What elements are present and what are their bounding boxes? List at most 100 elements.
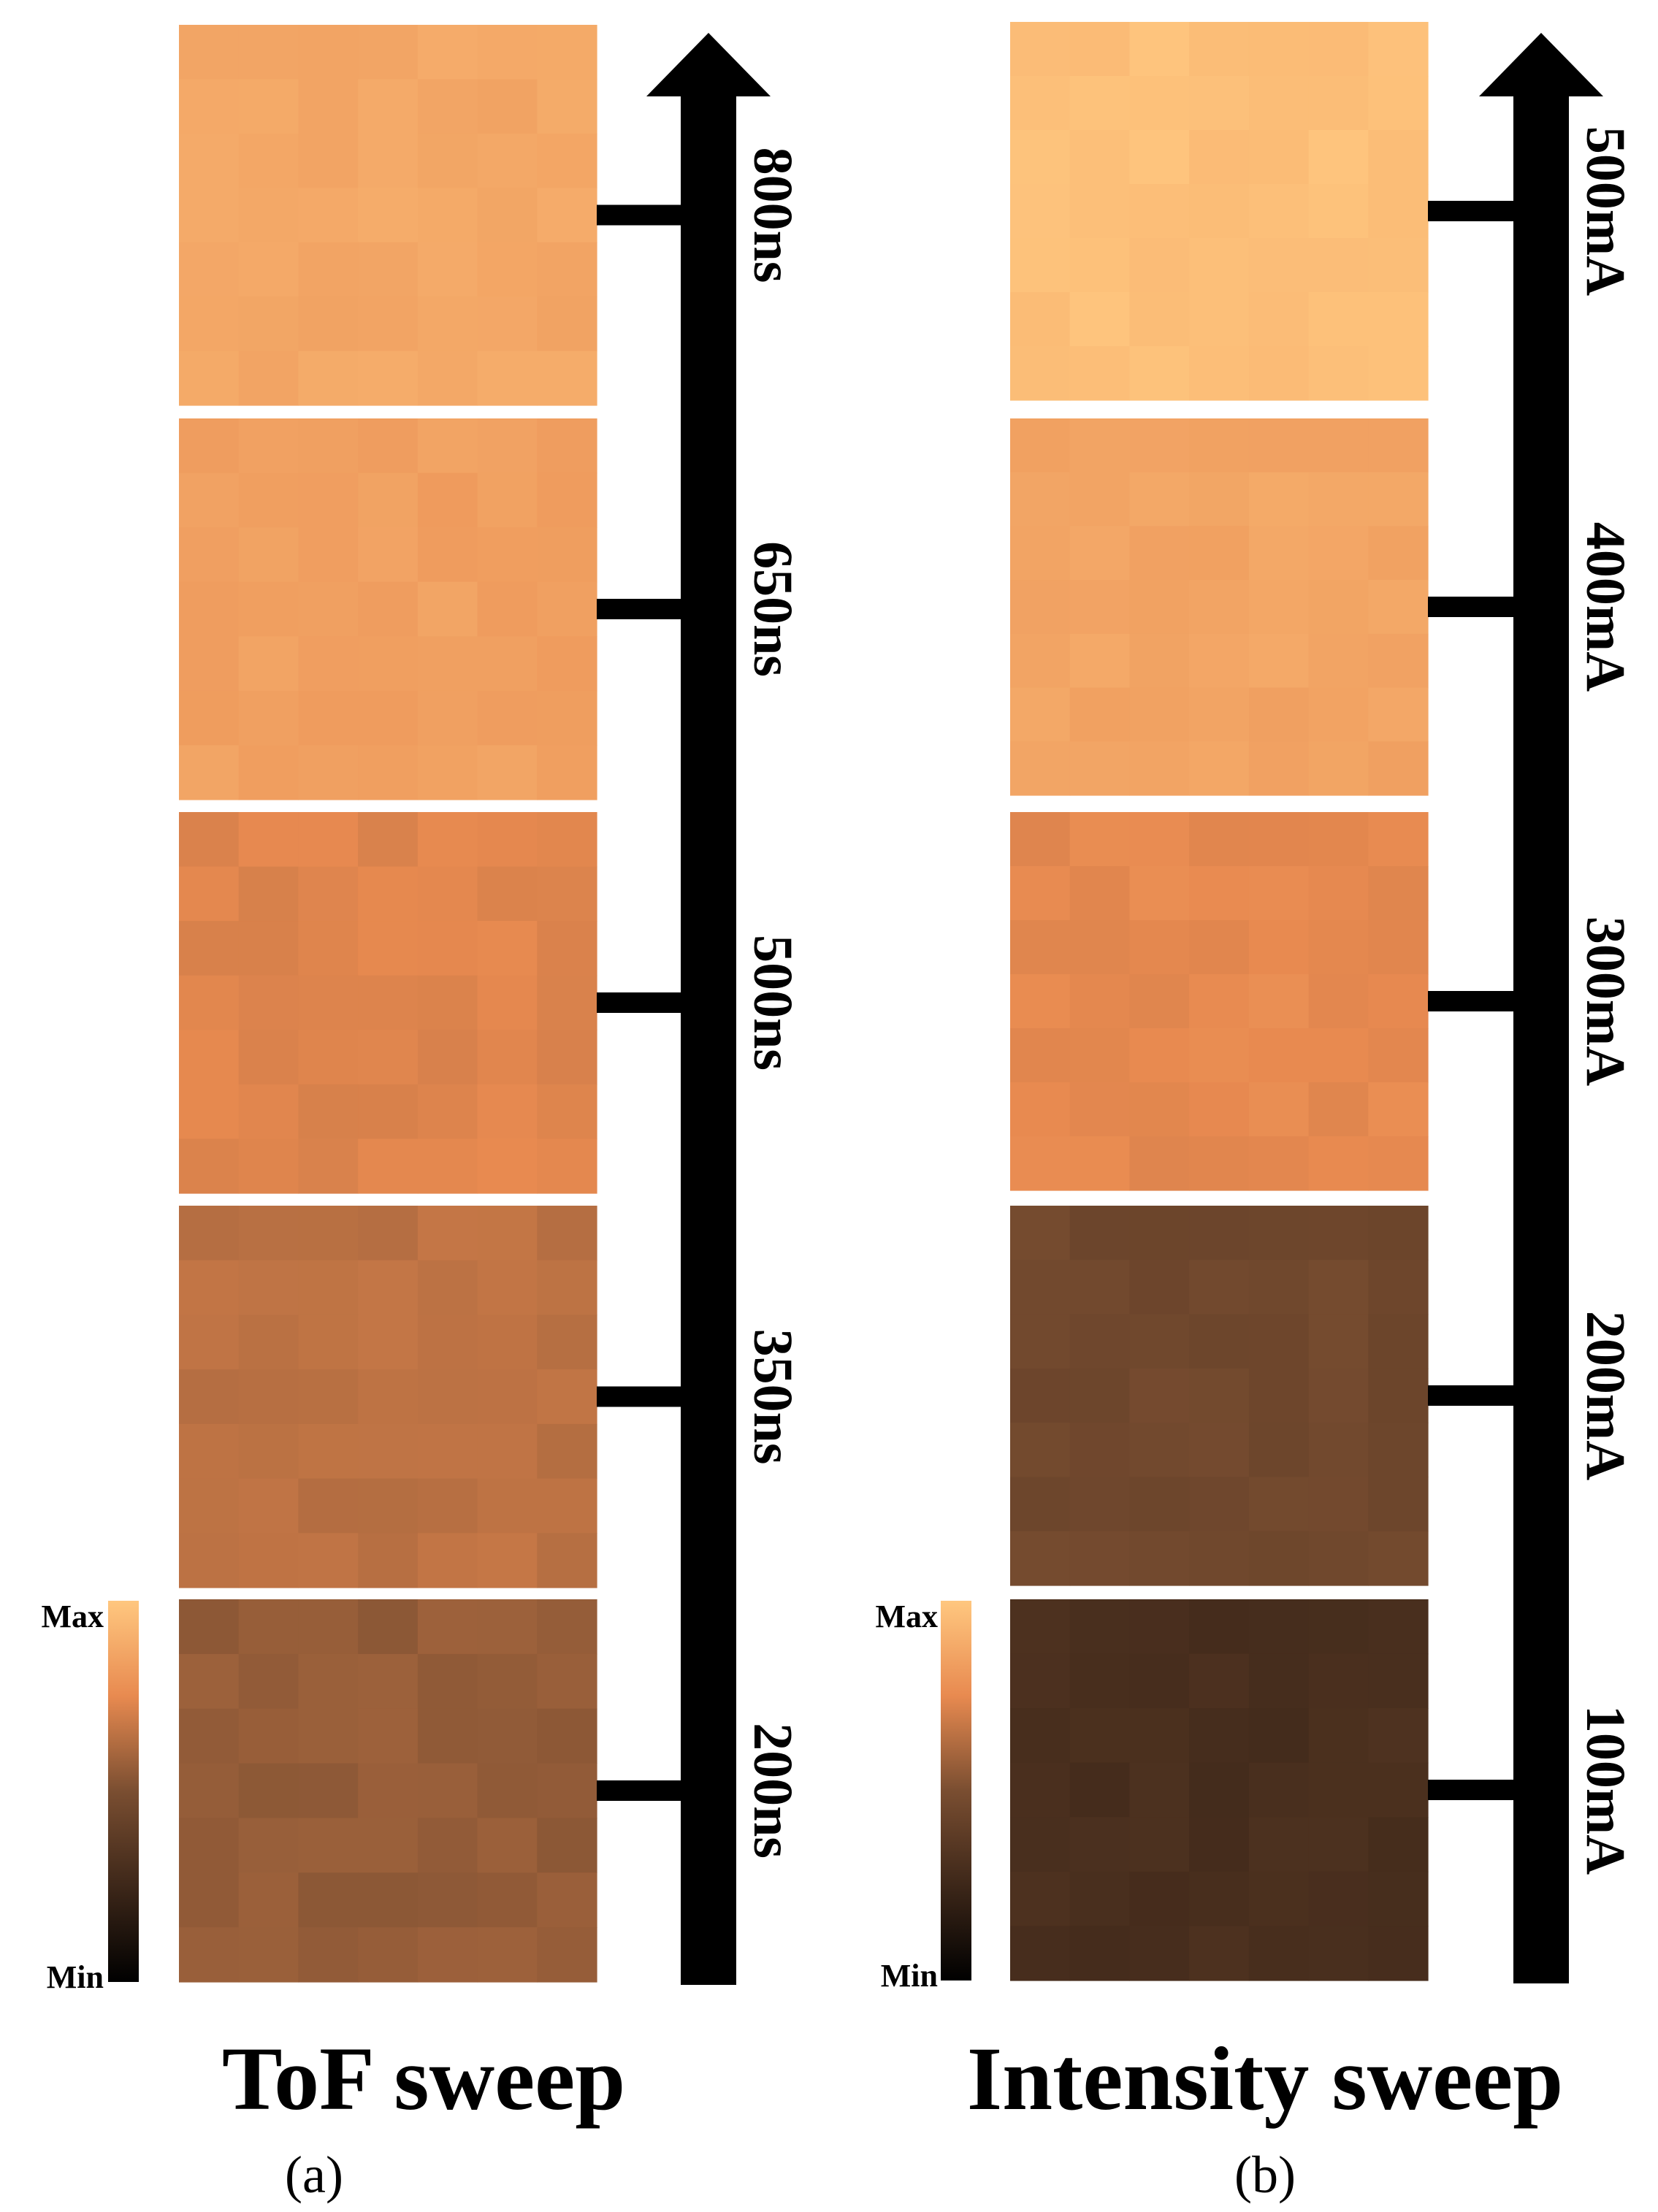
heatmap-cell xyxy=(179,1314,240,1370)
heatmap-cell xyxy=(238,351,299,406)
heatmap-cell xyxy=(417,418,478,474)
heatmap-cell xyxy=(1308,346,1369,401)
heatmap-cell xyxy=(1368,76,1429,131)
heatmap-cell xyxy=(179,1260,240,1315)
heatmap-cell xyxy=(1368,1423,1429,1477)
heatmap-cell xyxy=(417,690,478,746)
heatmap-cell xyxy=(1069,1260,1130,1315)
heatmap-cell xyxy=(298,1260,359,1315)
heatmap-cell xyxy=(1129,1136,1190,1191)
heatmap-cell xyxy=(179,1423,240,1480)
heatmap-cell xyxy=(358,1763,419,1819)
heatmap-cell xyxy=(1010,1136,1071,1191)
heatmap-cell xyxy=(477,1599,538,1655)
heatmap-cell xyxy=(179,527,240,583)
heatmap-cell xyxy=(179,25,240,80)
heatmap-cell xyxy=(477,79,538,134)
heatmap-cell xyxy=(1069,1314,1130,1369)
heatmap-cell xyxy=(298,1708,359,1764)
heatmap-cell xyxy=(1308,184,1369,239)
heatmap-cell xyxy=(1129,1260,1190,1315)
heatmap-cell xyxy=(417,1599,478,1655)
heatmap-tile-tof-650ns xyxy=(179,418,597,800)
heatmap-cell xyxy=(238,418,299,474)
heatmap-cell xyxy=(1368,1028,1429,1083)
heatmap-cell xyxy=(298,812,359,868)
heatmap-cell xyxy=(1069,1762,1130,1818)
heatmap-cell xyxy=(417,1478,478,1534)
heatmap-tile-tof-500ns xyxy=(179,812,597,1194)
heatmap-cell xyxy=(1308,1028,1369,1083)
heatmap-cell xyxy=(417,351,478,406)
heatmap-cell xyxy=(1189,1082,1250,1137)
heatmap-cell xyxy=(1129,580,1190,635)
heatmap-cell xyxy=(1308,866,1369,921)
heatmap-cell xyxy=(1308,1082,1369,1137)
heatmap-cell xyxy=(537,975,597,1030)
heatmap-cell xyxy=(537,1478,597,1534)
heatmap-cell xyxy=(1129,687,1190,742)
heatmap-cell xyxy=(1069,1653,1130,1709)
heatmap-cell xyxy=(1189,22,1250,77)
heatmap-cell xyxy=(1069,1817,1130,1872)
heatmap-cell xyxy=(1308,1368,1369,1423)
heatmap-cell xyxy=(1010,184,1071,239)
heatmap-cell xyxy=(1248,1082,1310,1137)
heatmap-cell xyxy=(537,1206,597,1261)
heatmap-cell xyxy=(1248,1817,1310,1872)
heatmap-tile-intensity-400mA xyxy=(1010,418,1429,796)
heatmap-cell xyxy=(298,527,359,583)
heatmap-cell xyxy=(1010,526,1071,581)
heatmap-cell xyxy=(179,1927,240,1983)
heatmap-cell xyxy=(298,1818,359,1873)
step-label-tof-500ns: 500ns xyxy=(742,935,803,1071)
heatmap-cell xyxy=(298,1599,359,1655)
heatmap-cell xyxy=(1189,1477,1250,1532)
heatmap-cell xyxy=(1248,1028,1310,1083)
heatmap-cell xyxy=(358,1314,419,1370)
heatmap-cell xyxy=(179,418,240,474)
heatmap-cell xyxy=(537,1030,597,1085)
heatmap-cell xyxy=(477,418,538,474)
heatmap-cell xyxy=(1189,1260,1250,1315)
heatmap-cell xyxy=(179,79,240,134)
colorbar-intensity: Max Min xyxy=(875,1599,971,1994)
panel-intensity-sweep: 100mA 200mA 300mA 400mA 500mA Max Min Intens… xyxy=(875,22,1636,2204)
heatmap-cell xyxy=(417,527,478,583)
heatmap-cell xyxy=(358,636,419,692)
heatmap-cell xyxy=(179,975,240,1030)
heatmap-cell xyxy=(1308,238,1369,293)
heatmap-cell xyxy=(1010,580,1071,635)
heatmap-cell xyxy=(1189,184,1250,239)
heatmap-cell xyxy=(238,1314,299,1370)
heatmap-tile-intensity-200mA xyxy=(1010,1206,1429,1586)
heatmap-cell xyxy=(179,1653,240,1710)
heatmap-cell xyxy=(477,1927,538,1983)
heatmap-cell xyxy=(1248,1314,1310,1369)
heatmap-cell xyxy=(477,812,538,868)
heatmap-cell xyxy=(537,1763,597,1819)
heatmap-cell xyxy=(358,1533,419,1588)
heatmap-cell xyxy=(238,975,299,1030)
heatmap-cell xyxy=(537,1260,597,1315)
heatmap-cell xyxy=(179,1708,240,1764)
step-label-tof-350ns: 350ns xyxy=(742,1329,803,1465)
heatmap-cell xyxy=(1069,1028,1130,1083)
heatmap-cell xyxy=(1069,76,1130,131)
heatmap-cell xyxy=(1248,1260,1310,1315)
heatmap-cell xyxy=(1010,920,1071,975)
heatmap-cell xyxy=(1368,1082,1429,1137)
heatmap-cell xyxy=(1248,866,1310,921)
heatmap-cell xyxy=(1368,1708,1429,1764)
heatmap-cell xyxy=(298,351,359,406)
heatmap-cell xyxy=(1129,812,1190,867)
heatmap-cell xyxy=(1129,76,1190,131)
heatmap-cell xyxy=(238,296,299,352)
heatmap-cell xyxy=(1368,22,1429,77)
axis-arrow-head-intensity xyxy=(1479,33,1603,96)
heatmap-cell xyxy=(1129,633,1190,689)
heatmap-cell xyxy=(417,1927,478,1983)
heatmap-cell xyxy=(358,351,419,406)
heatmap-cell xyxy=(358,527,419,583)
heatmap-cell xyxy=(477,1708,538,1764)
